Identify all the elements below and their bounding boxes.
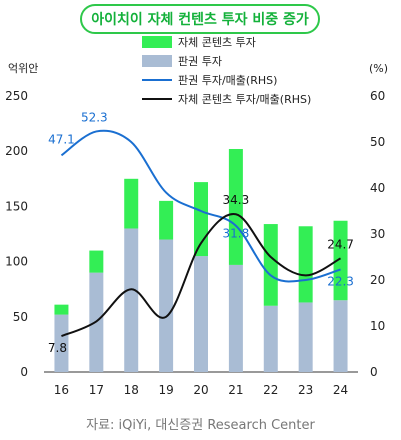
bar-license	[333, 300, 348, 372]
x-tick-label: 18	[124, 383, 139, 397]
data-label: 24.7	[327, 237, 354, 251]
lines-layer	[60, 129, 342, 338]
data-labels-layer: 47.1 52.3 31.8 22.3 7.8 34.3 24.7	[48, 110, 354, 355]
y-right-tick-label: 50	[370, 135, 385, 149]
x-tick-label: 16	[54, 383, 69, 397]
y-left-tick-label: 150	[5, 199, 28, 213]
x-tick-label: 17	[89, 383, 104, 397]
bar-license	[298, 302, 313, 372]
y-right-tick-label: 40	[370, 181, 385, 195]
x-tick-label: 22	[263, 383, 278, 397]
bar-license	[54, 314, 69, 372]
bar-license	[228, 264, 243, 372]
y-right-tick-label: 20	[370, 273, 385, 287]
legend-swatch	[142, 36, 172, 48]
y-right-tick-label: 30	[370, 227, 385, 241]
data-label: 22.3	[327, 274, 354, 288]
axes: 0 50 100 150 200 250 0 10 20 30 40 50 60 16 17 18 19 20 21…	[5, 89, 385, 397]
y-left-axis-label: 억위안	[8, 62, 38, 75]
legend-label: 판권 투자/매출(RHS)	[178, 74, 277, 87]
data-label: 7.8	[48, 341, 67, 355]
legend-swatch	[142, 55, 172, 67]
source-note: 자료: iQiYi, 대신증권 Research Center	[86, 418, 315, 433]
x-tick-label: 21	[228, 383, 243, 397]
bar-self-content	[228, 148, 243, 265]
x-tick-label: 20	[193, 383, 208, 397]
bar-self-content	[298, 226, 313, 303]
line-license-ratio	[60, 129, 341, 283]
bar-self-content	[333, 220, 348, 301]
legend-label: 자체 콘텐츠 투자	[178, 36, 256, 49]
line-self-ratio	[61, 213, 342, 338]
x-tick-label: 23	[298, 383, 313, 397]
y-right-tick-label: 0	[370, 365, 378, 379]
data-label: 34.3	[223, 193, 250, 207]
bar-self-content	[159, 200, 174, 240]
y-right-tick-label: 60	[370, 89, 385, 103]
chart-title: 아이치이 자체 컨텐츠 투자 비중 증가	[80, 4, 320, 34]
data-label: 31.8	[223, 227, 250, 241]
data-label: 47.1	[48, 132, 75, 146]
bars-layer	[54, 148, 348, 372]
x-tick-label: 24	[333, 383, 348, 397]
y-left-tick-label: 200	[5, 144, 28, 158]
bar-license	[263, 305, 278, 372]
data-label: 52.3	[81, 110, 108, 124]
legend-label: 자체 콘텐츠 투자/매출(RHS)	[178, 93, 311, 106]
y-left-tick-label: 0	[20, 365, 28, 379]
bar-self-content	[124, 178, 139, 229]
y-left-tick-label: 250	[5, 89, 28, 103]
y-left-tick-label: 50	[13, 310, 28, 324]
y-right-tick-label: 10	[370, 319, 385, 333]
bar-license	[159, 239, 174, 372]
x-tick-label: 19	[158, 383, 173, 397]
bar-self-content	[54, 304, 69, 315]
y-right-axis-label: (%)	[369, 62, 388, 75]
y-left-tick-label: 100	[5, 255, 28, 269]
bar-license	[194, 256, 208, 372]
legend-label: 판권 투자	[178, 55, 222, 68]
bar-self-content	[263, 224, 278, 306]
bar-license	[124, 228, 139, 372]
bar-self-content	[89, 250, 104, 273]
